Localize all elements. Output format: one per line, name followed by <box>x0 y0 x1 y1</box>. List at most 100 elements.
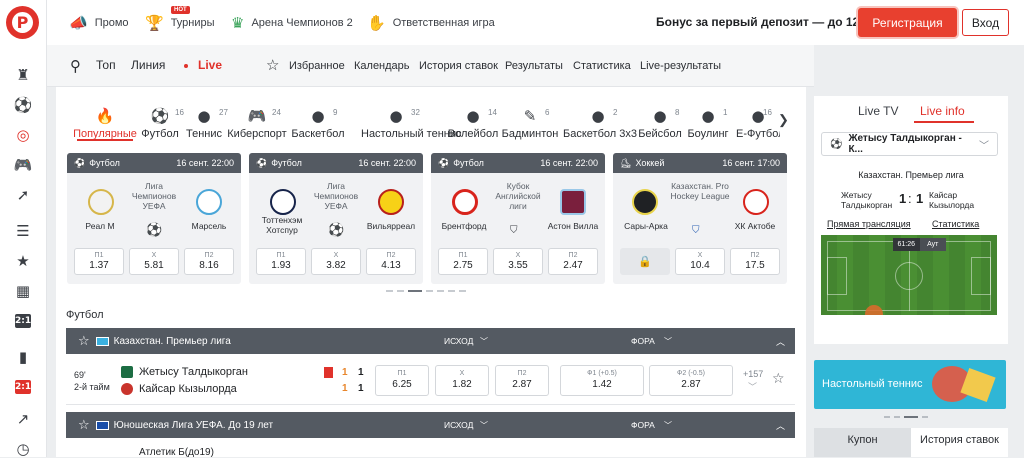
odd-button[interactable]: П2 2.47 <box>548 248 598 275</box>
featured-match-card[interactable]: ⚽ Футбол 16 сент. 22:00 Реал М Лига Чемпио… <box>67 153 241 284</box>
score-icon[interactable]: 2:1 <box>15 314 32 328</box>
star-outline-icon[interactable]: ☆ <box>772 371 785 387</box>
odd-button[interactable]: Ф1 (+0.5) 1.42 <box>560 365 644 396</box>
sport-tab-football[interactable]: ⚽ 16 Футбол <box>125 108 195 141</box>
nav-top[interactable]: Топ <box>96 58 116 72</box>
gamepad-icon[interactable]: 🎮 <box>13 156 33 174</box>
logo[interactable]: P <box>6 6 39 39</box>
carousel-dot-active[interactable] <box>408 290 422 292</box>
banner-dot[interactable] <box>884 416 890 418</box>
chevron-down-icon[interactable]: ﹀ <box>664 336 672 346</box>
stream-link[interactable]: Прямая трансляция <box>827 219 911 229</box>
nav-favorites[interactable]: Избранное <box>289 60 345 72</box>
sport-tab-basketball[interactable]: ● 9 Баскетбол <box>283 108 353 141</box>
sport-tab-basketball-3x3[interactable]: ● 2 Баскетбол 3х3 <box>563 108 637 141</box>
search-icon[interactable]: ⚲ <box>70 57 81 75</box>
odd-button[interactable]: Х 1.82 <box>435 365 489 396</box>
match-select[interactable]: ⚽ Жетысу Талдыкорган - К... ﹀ <box>821 132 998 156</box>
carousel-dot[interactable] <box>426 290 433 292</box>
tab-coupon[interactable]: Купон <box>814 428 911 457</box>
trophy-icon[interactable]: ♜ <box>16 66 30 84</box>
sport-tab-esports[interactable]: 🎮 24 Киберспорт <box>222 108 292 141</box>
promo-link[interactable]: 📣 Промо <box>69 14 129 32</box>
odd-button[interactable]: П2 17.5 <box>730 248 780 275</box>
live-target-icon[interactable]: ◎ <box>16 126 30 144</box>
star-outline-icon[interactable]: ☆ <box>78 417 90 433</box>
register-button[interactable]: Регистрация <box>858 8 957 37</box>
football-icon[interactable]: ⚽ <box>13 96 33 114</box>
column-outcome[interactable]: ИСХОД <box>444 336 474 346</box>
clock-icon[interactable]: ◷ <box>16 440 30 458</box>
star-outline-icon[interactable]: ☆ <box>78 333 90 349</box>
calendar-icon[interactable]: ▦ <box>15 282 31 300</box>
featured-match-card[interactable]: ⚽ Футбол 16 сент. 22:00 Брентфорд Кубок Ан… <box>431 153 605 284</box>
match-row-partial[interactable]: Атлетик Б(до19) <box>66 438 795 457</box>
odd-button[interactable]: П1 1.93 <box>256 248 306 275</box>
live-score-icon[interactable]: 2:1 <box>15 380 32 394</box>
more-markets[interactable]: +157 <box>743 369 764 379</box>
tab-bet-history[interactable]: История ставок <box>920 434 999 446</box>
nav-live[interactable]: Live <box>198 58 223 72</box>
banner-dot[interactable] <box>894 416 900 418</box>
chevron-down-icon[interactable]: ﹀ <box>480 336 488 346</box>
sport-tab-volleyball[interactable]: ● 14 Волейбол <box>438 108 508 141</box>
sport-tab-tennis[interactable]: ● 27 Теннис <box>169 108 239 141</box>
league-header[interactable]: ☆ Юношеская Лига УЕФА. До 19 лет ИСХОД ﹀… <box>66 412 795 438</box>
odd-button[interactable]: Х 3.55 <box>493 248 543 275</box>
rocket-icon[interactable]: ➚ <box>16 186 30 204</box>
column-handicap[interactable]: ФОРА <box>631 336 655 346</box>
chevron-down-icon[interactable]: ﹀ <box>664 420 672 430</box>
sport-tab-badminton[interactable]: ✎ 6 Бадминтон <box>495 108 565 141</box>
login-button[interactable]: Вход <box>962 9 1009 36</box>
odd-button[interactable]: П2 2.87 <box>495 365 549 396</box>
carousel-dot[interactable] <box>459 290 466 292</box>
carousel-dot[interactable] <box>448 290 455 292</box>
banner-dot[interactable] <box>922 416 928 418</box>
odd-button[interactable]: П1 2.75 <box>438 248 488 275</box>
sport-tab-popular[interactable]: 🔥 Популярные <box>70 108 140 141</box>
odd-button[interactable]: П1 1.37 <box>74 248 124 275</box>
nav-stats[interactable]: Статистика <box>573 60 631 72</box>
nav-results[interactable]: Результаты <box>505 60 563 72</box>
carousel-dot[interactable] <box>437 290 444 292</box>
featured-match-card[interactable]: ⚽ Футбол 16 сент. 22:00 Тоттенхэм Хотспур … <box>249 153 423 284</box>
nav-live-results[interactable]: Live-результаты <box>640 60 722 72</box>
sport-tab-table-tennis[interactable]: ● 32 Настольный теннис <box>361 108 462 141</box>
sport-tab-efootball[interactable]: ● 16 E-Футбол <box>736 108 780 140</box>
banner-dot-active[interactable] <box>904 416 918 418</box>
carousel-dot[interactable] <box>397 290 404 292</box>
tab-live-info[interactable]: Live info <box>920 104 965 118</box>
tournaments-link[interactable]: 🏆 Турниры <box>145 14 215 32</box>
promo-banner[interactable] <box>814 360 1006 409</box>
nav-calendar[interactable]: Календарь <box>354 60 410 72</box>
chevron-down-icon[interactable]: ﹀ <box>480 420 488 430</box>
odd-button[interactable]: Х 5.81 <box>129 248 179 275</box>
sport-tab-bowling[interactable]: ● 1 Боулинг <box>673 108 743 141</box>
arena-link[interactable]: ♛ Арена Чемпионов 2 <box>231 14 353 32</box>
stats-link[interactable]: Статистика <box>932 219 980 229</box>
tab-live-tv[interactable]: Live TV <box>858 104 899 118</box>
column-handicap[interactable]: ФОРА <box>631 420 655 430</box>
odd-button[interactable]: П1 6.25 <box>375 365 429 396</box>
chart-icon[interactable]: ↗ <box>16 410 30 428</box>
match-row[interactable]: 69' 2-й тайм Жетысу Талдыкорган Кайсар К… <box>66 356 795 405</box>
star-icon[interactable]: ★ <box>16 252 30 270</box>
carousel-dot[interactable] <box>386 290 393 292</box>
nav-history[interactable]: История ставок <box>419 60 498 72</box>
column-outcome[interactable]: ИСХОД <box>444 420 474 430</box>
odd-button[interactable]: Ф2 (-0.5) 2.87 <box>649 365 733 396</box>
nav-line[interactable]: Линия <box>131 58 166 72</box>
odd-button[interactable]: Х 3.82 <box>311 248 361 275</box>
sport-tab-baseball[interactable]: ● 8 Бейсбол <box>625 108 695 141</box>
odd-button[interactable]: П2 8.16 <box>184 248 234 275</box>
banner-dots[interactable] <box>884 416 928 418</box>
stats-icon[interactable]: ▮ <box>18 348 28 366</box>
featured-match-card[interactable]: ⛸ Хоккей 16 сент. 17:00 Сары-Арка Казахста… <box>613 153 787 284</box>
carousel-dots[interactable] <box>386 290 466 292</box>
chevron-right-icon[interactable]: ❯ <box>778 112 789 127</box>
chevron-up-icon[interactable]: ︿ <box>776 420 786 431</box>
odd-button[interactable]: П2 4.13 <box>366 248 416 275</box>
chevron-up-icon[interactable]: ︿ <box>776 336 786 347</box>
responsible-game-link[interactable]: ✋ Ответственная игра <box>367 14 495 32</box>
chevron-down-icon[interactable]: ﹀ <box>748 382 758 392</box>
